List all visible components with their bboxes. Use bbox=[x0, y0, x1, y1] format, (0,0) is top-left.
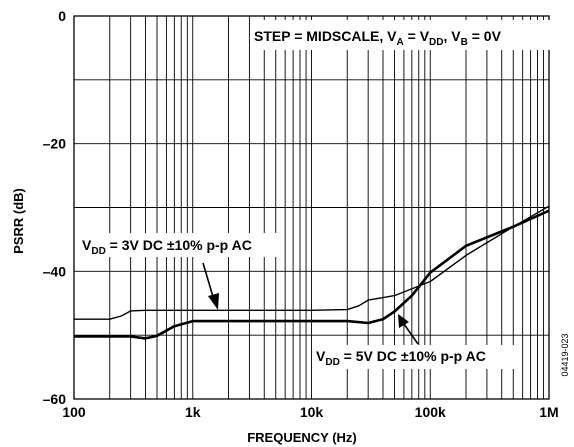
series-line-5v bbox=[74, 209, 550, 340]
y-tick-label: 0 bbox=[58, 8, 66, 24]
condition-text: STEP = MIDSCALE, VA = VDD, VB = 0V bbox=[254, 28, 502, 48]
condition-box-bg bbox=[250, 20, 550, 50]
x-tick-label: 100 bbox=[62, 404, 86, 420]
x-tick-label: 1M bbox=[539, 404, 558, 420]
x-tick-label: 10k bbox=[300, 404, 324, 420]
y-tick-label: –60 bbox=[43, 391, 67, 407]
x-axis-title: FREQUENCY (Hz) bbox=[247, 430, 357, 445]
grid bbox=[74, 16, 549, 399]
series-layer bbox=[74, 205, 550, 340]
series-label-3v: VDD = 3V DC ±10% p-p AC bbox=[78, 233, 280, 310]
series-label-3v-arrow bbox=[202, 262, 215, 301]
series-label-5v: VDD = 5V DC ±10% p-p AC bbox=[312, 314, 520, 369]
series-label-5v-arrowhead bbox=[398, 314, 409, 328]
series-line-3v bbox=[74, 205, 550, 320]
series-label-3v-bg bbox=[78, 233, 280, 257]
figure-id: 04419-023 bbox=[560, 333, 570, 376]
y-tick-label: –20 bbox=[43, 136, 67, 152]
x-tick-label: 100k bbox=[415, 404, 446, 420]
series-label-3v-text: VDD = 3V DC ±10% p-p AC bbox=[82, 237, 252, 257]
series-label-5v-text: VDD = 5V DC ±10% p-p AC bbox=[316, 348, 486, 368]
y-tick-label: –40 bbox=[43, 263, 67, 279]
series-label-3v-arrowhead bbox=[208, 293, 219, 310]
plot-frame bbox=[73, 15, 550, 400]
series-label-5v-bg bbox=[312, 345, 520, 369]
y-axis-title: PSRR (dB) bbox=[11, 188, 26, 254]
condition-box: STEP = MIDSCALE, VA = VDD, VB = 0V bbox=[250, 20, 550, 50]
series-label-5v-arrow bbox=[403, 323, 419, 345]
x-tick-label: 1k bbox=[185, 404, 201, 420]
tick-labels: 100 1k 10k 100k 1M 0 –20 –40 –60 bbox=[43, 8, 559, 420]
